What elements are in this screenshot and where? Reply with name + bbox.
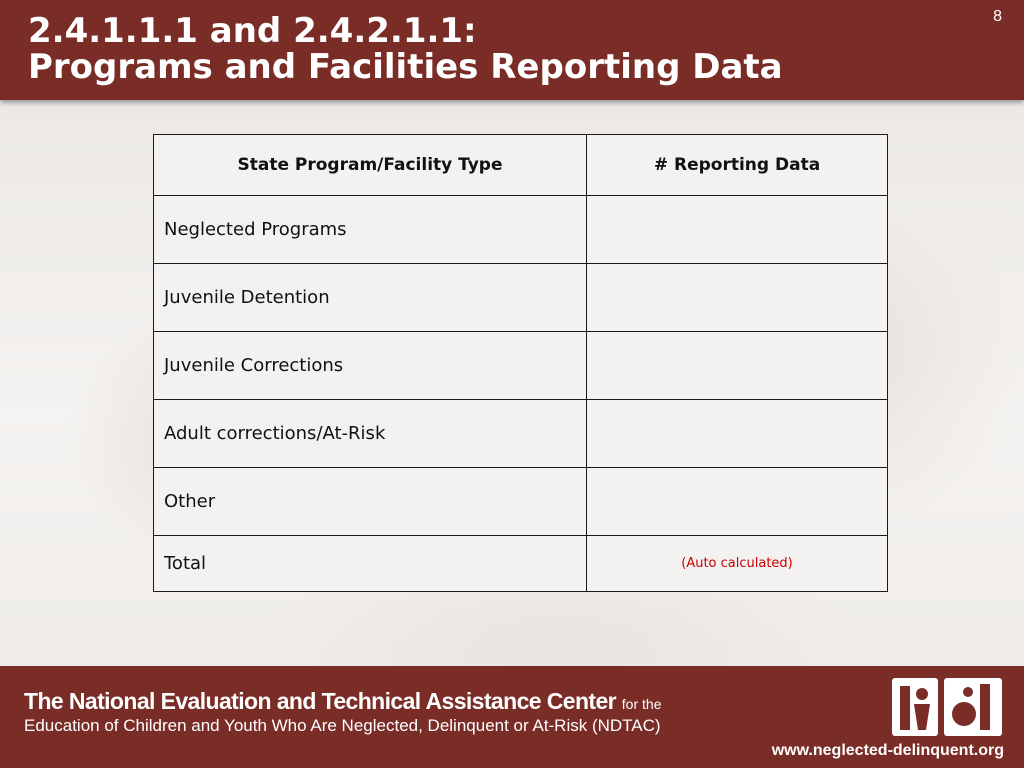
row-value <box>586 331 888 400</box>
slide-number: 8 <box>993 8 1002 25</box>
row-value <box>586 263 888 332</box>
total-auto-calculated: (Auto calculated) <box>586 535 888 592</box>
row-label: Juvenile Corrections <box>153 331 587 400</box>
row-label: Adult corrections/At-Risk <box>153 399 587 468</box>
slide-header: 2.4.1.1.1 and 2.4.2.1.1: Programs and Fa… <box>0 0 1024 100</box>
table-row: Other <box>153 467 888 536</box>
row-label: Other <box>153 467 587 536</box>
footer-org-title: The National Evaluation and Technical As… <box>24 688 617 714</box>
table-header-row: State Program/Facility Type # Reporting … <box>153 134 888 196</box>
row-value <box>586 467 888 536</box>
slide-title-line-2: Programs and Facilities Reporting Data <box>28 47 783 87</box>
slide-title-line-1: 2.4.1.1.1 and 2.4.2.1.1: <box>28 11 477 51</box>
table-row: Juvenile Corrections <box>153 331 888 400</box>
total-label: Total <box>153 535 587 592</box>
footer-for-the: for the <box>621 696 662 712</box>
reporting-data-table: State Program/Facility Type # Reporting … <box>153 134 888 592</box>
row-value <box>586 399 888 468</box>
table-row: Juvenile Detention <box>153 263 888 332</box>
ndtac-logo-icon <box>892 678 1002 736</box>
row-label: Neglected Programs <box>153 195 587 264</box>
column-header-facility-type: State Program/Facility Type <box>153 134 587 196</box>
row-label: Juvenile Detention <box>153 263 587 332</box>
footer-url: www.neglected-delinquent.org <box>771 742 1004 759</box>
column-header-reporting-data: # Reporting Data <box>586 134 888 196</box>
row-value <box>586 195 888 264</box>
footer-org-name: The National Evaluation and Technical As… <box>24 688 662 715</box>
table-row: Adult corrections/At-Risk <box>153 399 888 468</box>
table-row: Neglected Programs <box>153 195 888 264</box>
footer-subtitle: Education of Children and Youth Who Are … <box>24 716 661 735</box>
table-total-row: Total (Auto calculated) <box>153 535 888 592</box>
slide-footer: The National Evaluation and Technical As… <box>0 666 1024 768</box>
